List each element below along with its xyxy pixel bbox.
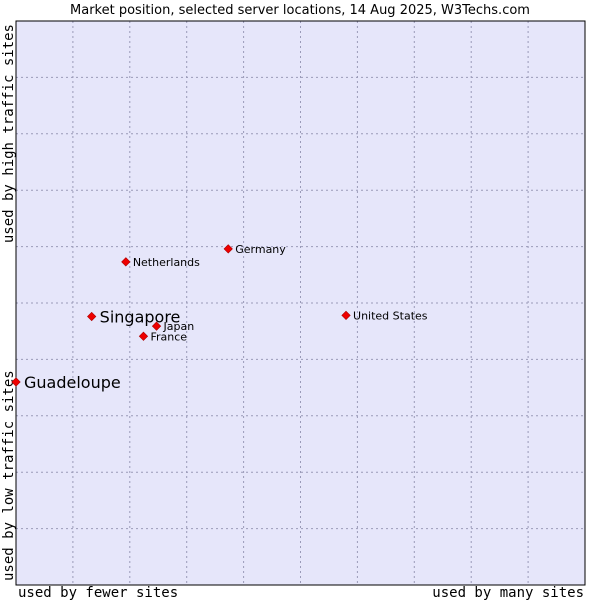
point-label-germany: Germany (235, 243, 286, 256)
point-marker-netherlands[interactable] (121, 257, 131, 267)
chart-title: Market position, selected server locatio… (70, 3, 530, 18)
plot-frame (15, 20, 586, 586)
point-marker-singapore[interactable] (87, 311, 97, 322)
point-marker-guadeloupe[interactable] (11, 377, 21, 387)
point-marker-japan[interactable] (151, 321, 162, 331)
point-marker-germany[interactable] (223, 244, 233, 254)
y-axis-label-high: used by high traffic sites (1, 24, 17, 243)
y-axis-label-low: used by low traffic sites (1, 370, 17, 581)
point-label-united-states: United States (353, 309, 428, 322)
x-axis-label-high: used by many sites (432, 585, 584, 600)
point-label-guadeloupe: Guadeloupe (24, 373, 121, 392)
grid-lines (16, 21, 585, 585)
x-axis-label-low: used by fewer sites (18, 585, 178, 600)
point-marker-united-states[interactable] (341, 310, 351, 321)
point-label-netherlands: Netherlands (133, 256, 200, 269)
point-label-japan: Japan (163, 320, 195, 333)
point-label-singapore: Singapore (100, 308, 181, 327)
point-marker-france[interactable] (138, 331, 149, 341)
point-label-france: France (150, 330, 187, 343)
